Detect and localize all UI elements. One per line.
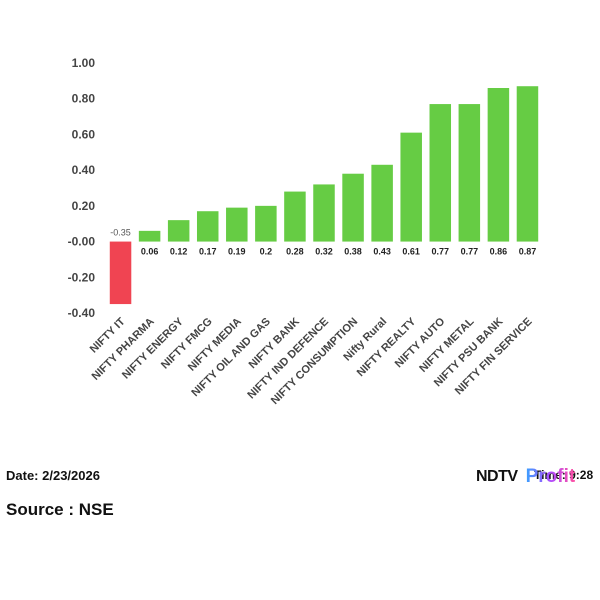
data-label: 0.61 [402,247,420,257]
data-label: 0.06 [141,247,159,257]
bar [400,132,422,242]
data-label: 0.38 [344,247,362,257]
data-label: -0.35 [110,228,131,238]
y-tick-label: -0.40 [68,306,96,320]
bar [371,164,393,242]
y-tick-label: 0.40 [72,163,96,177]
bar [487,88,510,242]
data-label: 0.86 [490,247,508,257]
ndtv-profit-logo: NDTV Profit [476,464,575,490]
bar [138,230,161,242]
data-label: 0.87 [519,247,537,257]
bar [255,205,277,242]
data-label: 0.28 [286,247,304,257]
bar-chart: 1.00 0.80 0.60 0.40 0.20 -0.00 -0.20 -0.40 -0.35… [68,56,539,407]
bar [167,220,190,242]
data-label: 0.32 [315,247,333,257]
data-label: 0.19 [228,247,246,257]
bar [109,241,132,305]
y-tick-label: 1.00 [72,56,96,70]
y-tick-label: 0.20 [72,199,96,213]
y-tick-label: 0.60 [72,127,96,141]
data-label: 0.77 [432,247,450,257]
bar [516,86,539,242]
y-tick-label: 0.80 [72,92,96,106]
bar [196,211,219,242]
source-label: Source : NSE [6,500,114,519]
bar [342,173,364,242]
data-label: 0.77 [461,247,479,257]
data-label: 0.12 [170,247,188,257]
bar [226,207,248,242]
date-label: Date: 2/23/2026 [6,468,100,483]
y-tick-label: -0.00 [68,235,96,249]
y-tick-label: -0.20 [68,270,96,284]
logo-ndtv-text: NDTV [476,468,518,485]
data-label: 0.43 [373,247,391,257]
data-label: 0.17 [199,247,217,257]
data-label: 0.2 [260,247,273,257]
time-label: Time: 9:28 [534,468,594,482]
bar [284,191,306,242]
bar [458,104,481,242]
bar [429,104,452,242]
bar [313,184,335,242]
logo-profit-text: Profit [525,466,576,487]
